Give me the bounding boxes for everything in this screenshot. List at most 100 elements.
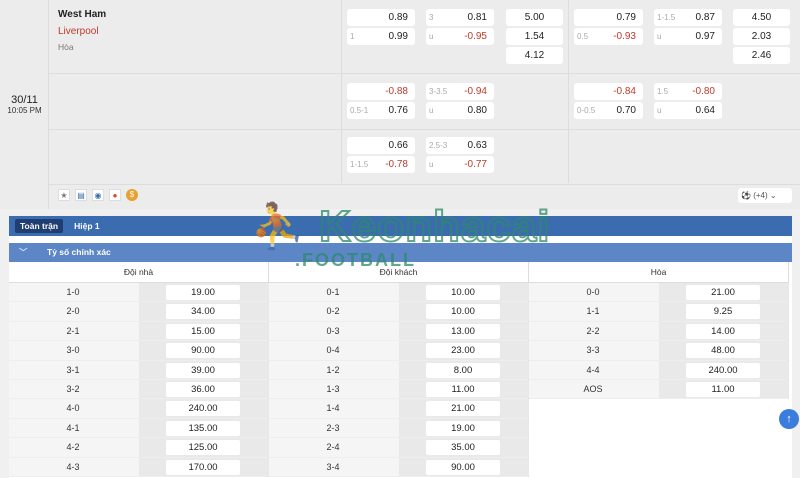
odds-button[interactable]: 90.00 — [166, 343, 240, 359]
odds-button[interactable]: 0.79 — [574, 9, 643, 26]
scroll-to-top-button[interactable]: ↑ — [779, 409, 799, 429]
odds-button[interactable]: 135.00 — [166, 420, 240, 436]
odds-button[interactable]: 2.46 — [733, 47, 790, 64]
chevron-down-icon: ﹀ — [19, 247, 28, 257]
odds-button[interactable]: 125.00 — [166, 440, 240, 456]
odds-button[interactable]: 4.12 — [506, 47, 563, 64]
odds-button[interactable]: 10.00 — [426, 304, 500, 320]
odds-button[interactable]: 1-1.5 -0.78 — [347, 156, 415, 173]
odds-button[interactable]: 2.03 — [733, 28, 790, 45]
odds-button[interactable]: 48.00 — [686, 343, 760, 359]
score-label: 1-1 — [586, 306, 600, 317]
column-header: Hòa — [529, 262, 788, 283]
watermark-logo-sub: .FOOTBALL — [295, 250, 416, 270]
score-label: 3-0 — [66, 345, 80, 356]
stats-icon[interactable]: ▤ — [75, 189, 87, 201]
odds-button[interactable]: 15.00 — [166, 323, 240, 339]
score-label: 4-4 — [586, 364, 600, 375]
coin-icon[interactable]: $ — [126, 189, 138, 201]
odds-button[interactable]: 0.5-1 0.76 — [347, 102, 415, 119]
score-column: Hòa 0-0 21.00 1-1 9.25 2-2 14.00 3-3 48.00 4-4 240… — [529, 262, 789, 400]
table-row: 3-4 90.00 — [269, 457, 529, 477]
odds-button[interactable]: 21.00 — [426, 401, 500, 417]
odds-button[interactable]: 3 0.81 — [426, 9, 494, 26]
score-label: 3-4 — [326, 461, 340, 472]
score-label: 0-1 — [326, 287, 340, 297]
odds-button[interactable]: 9.25 — [686, 304, 760, 320]
fire-icon[interactable]: ● — [109, 189, 121, 201]
odds-button[interactable]: 0.5 -0.93 — [574, 28, 643, 45]
score-column: Đội nhà 1-0 19.00 2-0 34.00 2-1 15.00 3-0 90.00 3… — [9, 262, 269, 477]
odds-button[interactable]: 170.00 — [166, 459, 240, 475]
table-row: 0-2 10.00 — [269, 302, 529, 322]
odds-button[interactable]: u 0.64 — [654, 102, 722, 119]
odds-button[interactable]: 36.00 — [166, 381, 240, 397]
odds-button[interactable]: 1.54 — [506, 28, 563, 45]
table-row: 1-4 21.00 — [269, 399, 529, 419]
score-label: 1-3 — [326, 383, 340, 394]
odds-button[interactable]: 11.00 — [686, 381, 760, 397]
table-row: 3-3 48.00 — [529, 341, 789, 361]
table-row: 2-2 14.00 — [529, 321, 789, 342]
draw-label: Hòa — [58, 42, 74, 52]
odds-button[interactable]: 1.5 -0.80 — [654, 83, 722, 100]
odds-button[interactable]: 19.00 — [166, 285, 240, 300]
table-row: 4-4 240.00 — [529, 360, 789, 380]
odds-button[interactable]: u -0.95 — [426, 28, 494, 45]
column-header: Đội nhà — [9, 262, 268, 283]
odds-button[interactable]: u -0.77 — [426, 156, 494, 173]
match-date: 30/11 — [11, 94, 38, 106]
odds-button[interactable]: 14.00 — [686, 323, 760, 339]
score-label: 2-3 — [326, 422, 340, 433]
table-row: 2-3 19.00 — [269, 418, 529, 439]
odds-button[interactable]: u 0.97 — [654, 28, 722, 45]
odds-button[interactable]: u 0.80 — [426, 102, 494, 119]
odds-button[interactable]: 1 0.99 — [347, 28, 415, 45]
odds-button[interactable]: 0-0.5 0.70 — [574, 102, 643, 119]
table-row: 3-1 39.00 — [9, 360, 269, 380]
odds-button[interactable]: 35.00 — [426, 440, 500, 456]
table-row: 3-0 90.00 — [9, 341, 269, 361]
tab-first-half[interactable]: Hiệp 1 — [74, 221, 100, 231]
odds-button[interactable]: 19.00 — [426, 420, 500, 436]
table-row: 1-1 9.25 — [529, 302, 789, 322]
odds-button[interactable]: -0.84 — [574, 83, 643, 100]
star-icon[interactable]: ★ — [58, 189, 70, 201]
odds-button[interactable]: 11.00 — [426, 381, 500, 397]
odds-button[interactable]: 8.00 — [426, 362, 500, 378]
odds-button[interactable]: 0.89 — [347, 9, 415, 26]
odds-button[interactable]: 240.00 — [686, 362, 760, 378]
odds-button[interactable]: 39.00 — [166, 362, 240, 378]
odds-button[interactable]: -0.88 — [347, 83, 415, 100]
odds-button[interactable]: 3-3.5 -0.94 — [426, 83, 494, 100]
match-time: 30/11 10:05 PM — [0, 0, 49, 209]
odds-button[interactable]: 21.00 — [686, 285, 760, 300]
section-correct-score[interactable]: ﹀ Tỷ số chính xác — [9, 243, 792, 262]
table-row: 1-3 11.00 — [269, 379, 529, 400]
away-team[interactable]: Liverpool — [58, 26, 99, 37]
more-markets-button[interactable]: ⚽ (+4) ⌄ — [738, 188, 792, 203]
odds-button[interactable]: 1-1.5 0.87 — [654, 9, 722, 26]
table-row: 0-1 10.00 — [269, 283, 529, 303]
home-team[interactable]: West Ham — [58, 9, 107, 20]
odds-button[interactable]: 23.00 — [426, 343, 500, 359]
tab-full-match[interactable]: Toàn trận — [15, 219, 64, 233]
odds-button[interactable]: 10.00 — [426, 285, 500, 300]
score-label: 4-3 — [66, 461, 80, 472]
odds-button[interactable]: 34.00 — [166, 304, 240, 320]
score-label: 1-0 — [66, 287, 80, 297]
score-label: 0-0 — [586, 287, 600, 297]
odds-button[interactable]: 90.00 — [426, 459, 500, 475]
score-label: AOS — [583, 383, 603, 394]
odds-button[interactable]: 5.00 — [506, 9, 563, 26]
odds-button[interactable]: 4.50 — [733, 9, 790, 26]
score-label: 0-4 — [326, 345, 340, 356]
odds-button[interactable]: 0.66 — [347, 137, 415, 154]
odds-button[interactable]: 2.5-3 0.63 — [426, 137, 494, 154]
score-label: 2-4 — [326, 442, 340, 453]
score-label: 4-2 — [66, 442, 80, 453]
eye-icon[interactable]: ◉ — [92, 189, 104, 201]
odds-button[interactable]: 240.00 — [166, 401, 240, 417]
odds-button[interactable]: 13.00 — [426, 323, 500, 339]
table-row: 2-0 34.00 — [9, 302, 269, 322]
